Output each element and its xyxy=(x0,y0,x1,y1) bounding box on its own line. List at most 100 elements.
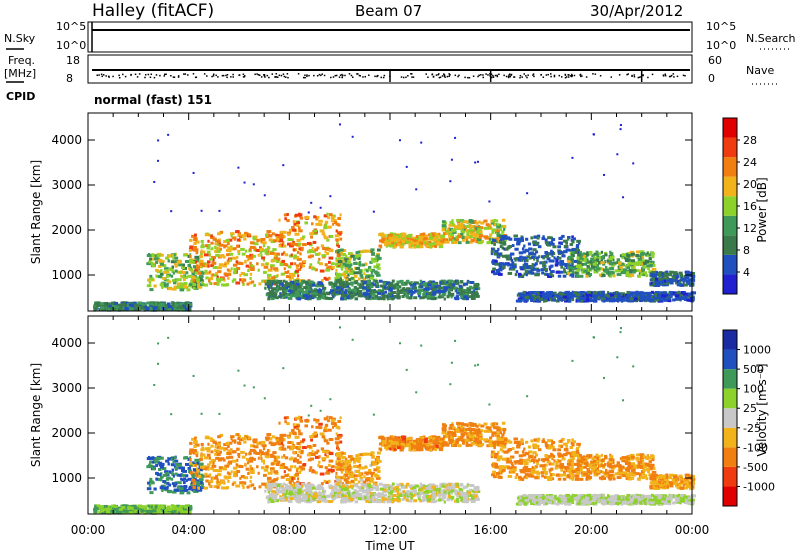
power-cell xyxy=(188,248,192,252)
velocity-cell xyxy=(258,485,262,489)
power-cell xyxy=(392,284,397,288)
power-cell xyxy=(652,282,656,286)
power-cell xyxy=(376,256,382,260)
power-cell xyxy=(589,260,592,264)
nave-point xyxy=(102,74,105,76)
nave-point xyxy=(187,74,189,76)
velocity-cell xyxy=(144,510,150,514)
power-cell xyxy=(435,237,439,241)
nave-point xyxy=(286,73,289,75)
power-cell xyxy=(501,218,506,222)
power-cell xyxy=(375,294,379,298)
power-cell xyxy=(314,292,318,296)
power-cell xyxy=(185,276,188,280)
power-cell xyxy=(470,296,476,300)
power-cell xyxy=(646,264,650,268)
power-cell xyxy=(636,250,640,254)
velocity-cell xyxy=(245,457,250,461)
power-cell xyxy=(256,262,259,266)
velocity-cell xyxy=(167,508,172,512)
power-cell xyxy=(441,292,447,296)
nave-point xyxy=(284,76,287,78)
nave-point xyxy=(425,73,427,75)
power-cell xyxy=(415,242,421,246)
power-cell xyxy=(691,271,695,275)
power-cell xyxy=(227,238,233,242)
power-cell xyxy=(533,295,537,299)
power-cell xyxy=(173,285,178,289)
nave-point xyxy=(118,76,121,79)
velocity-cell xyxy=(192,468,197,472)
nave-point xyxy=(567,76,570,78)
nave-point xyxy=(468,76,471,79)
nave-point xyxy=(496,75,499,78)
nave-point xyxy=(382,76,385,79)
power-cell xyxy=(663,279,666,283)
power-cell xyxy=(370,250,373,254)
power-cell xyxy=(496,225,501,229)
power-cell xyxy=(162,264,167,268)
power-cell xyxy=(589,293,593,297)
power-cell xyxy=(449,180,452,183)
power-cell xyxy=(533,257,536,261)
power-cell xyxy=(411,290,416,294)
power-cell xyxy=(323,296,329,300)
power-cell xyxy=(199,282,205,286)
power-cell xyxy=(666,282,670,286)
power-cell xyxy=(441,281,445,285)
power-cell xyxy=(575,244,580,248)
power-cell xyxy=(522,290,526,294)
power-cell xyxy=(396,239,399,243)
power-cell xyxy=(545,299,548,303)
power-cell xyxy=(585,271,591,275)
power-cell xyxy=(290,262,294,266)
nave-point xyxy=(163,73,166,76)
velocity-cell xyxy=(226,456,230,460)
power-cell xyxy=(462,297,467,301)
power-cell xyxy=(637,294,641,298)
power-cell xyxy=(472,220,477,224)
power-cell xyxy=(312,289,318,293)
power-cell xyxy=(506,257,511,261)
power-cell xyxy=(540,297,546,301)
nave-point xyxy=(144,73,147,76)
power-cell xyxy=(660,272,664,276)
power-cell xyxy=(206,250,211,254)
power-cell xyxy=(148,277,154,281)
velocity-cell xyxy=(193,484,199,488)
nave-point xyxy=(581,75,583,77)
power-cell xyxy=(645,253,650,257)
power-cell xyxy=(240,247,245,251)
power-cell xyxy=(473,291,478,295)
power-cell xyxy=(323,276,327,280)
velocity-cell xyxy=(150,464,154,468)
power-cell xyxy=(478,235,482,239)
power-cell xyxy=(536,295,541,299)
power-cell xyxy=(294,255,300,259)
power-cell xyxy=(478,234,484,238)
velocity-cell xyxy=(178,487,184,491)
power-cell xyxy=(676,291,679,295)
freq-unit: [MHz] xyxy=(4,67,36,80)
power-cell xyxy=(576,299,581,303)
power-cell xyxy=(508,237,513,241)
velocity-cell xyxy=(222,458,226,462)
power-cell xyxy=(622,271,626,275)
power-cell xyxy=(263,265,269,269)
power-cell xyxy=(609,267,615,271)
power-cell xyxy=(576,261,582,265)
nave-point xyxy=(163,75,166,77)
power-cell xyxy=(401,234,406,238)
velocity-cell xyxy=(268,441,273,445)
power-cell xyxy=(287,238,293,242)
velocity-cell xyxy=(124,509,129,513)
velocity-cell xyxy=(206,449,210,453)
power-cell xyxy=(106,302,111,306)
power-cell xyxy=(501,265,506,269)
nave-point xyxy=(383,74,386,77)
power-cell xyxy=(271,232,275,236)
power-cell xyxy=(393,238,398,242)
power-cell xyxy=(685,270,690,274)
velocity-cell xyxy=(243,476,249,480)
power-cell xyxy=(391,244,394,248)
